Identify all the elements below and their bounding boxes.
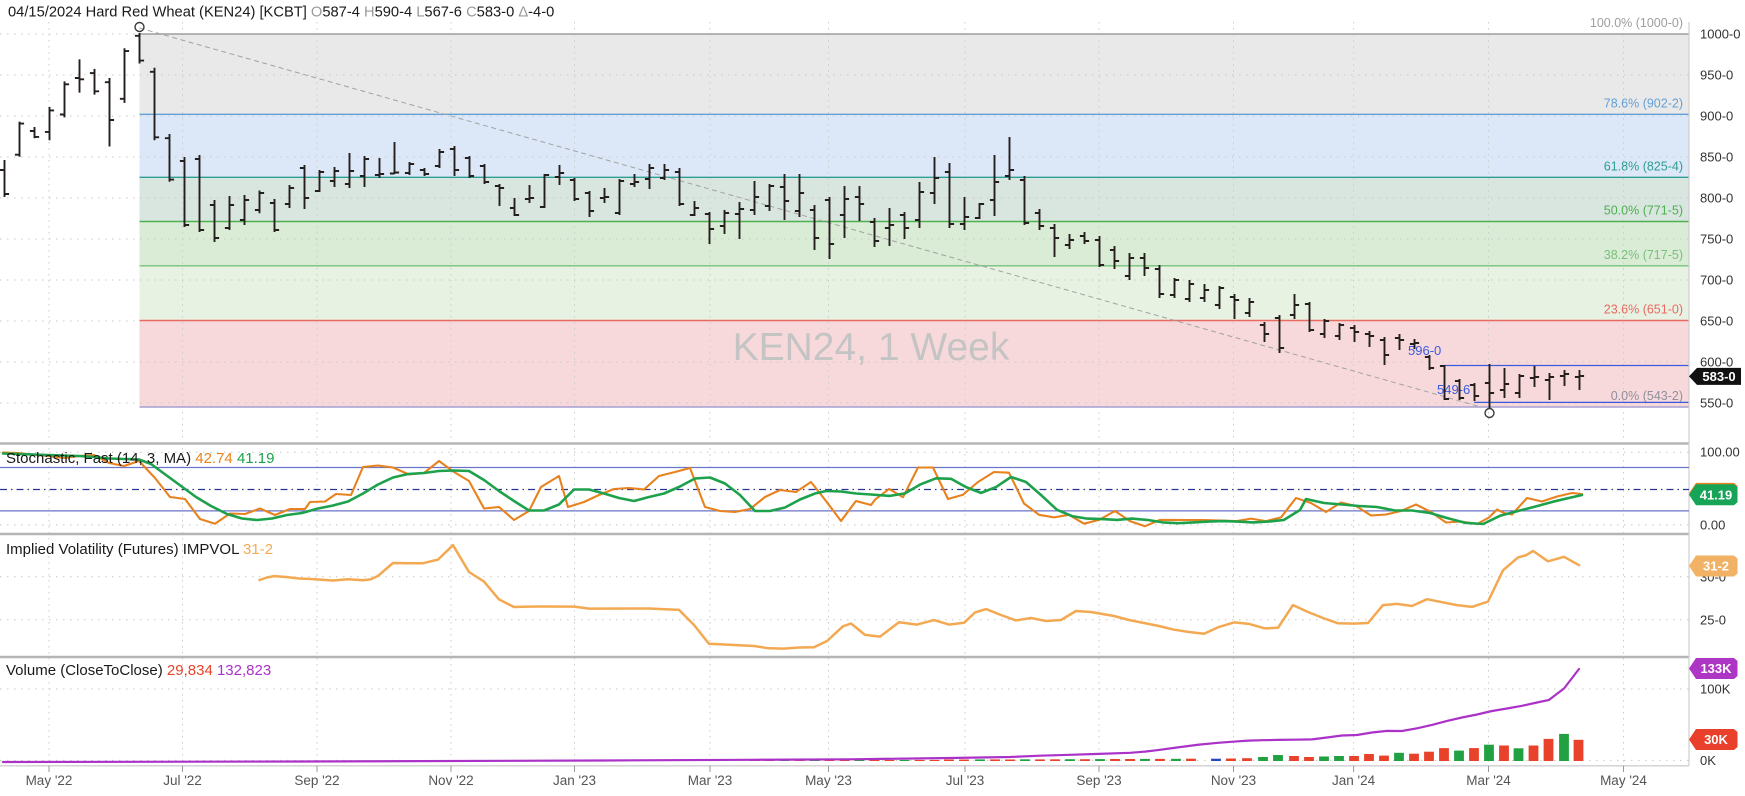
svg-text:600-0: 600-0 xyxy=(1700,355,1733,370)
svg-text:Jan '24: Jan '24 xyxy=(1332,773,1376,788)
svg-text:650-0: 650-0 xyxy=(1700,314,1733,329)
svg-text:596-0: 596-0 xyxy=(1408,343,1441,358)
svg-text:100.00: 100.00 xyxy=(1700,445,1740,460)
svg-text:Nov '22: Nov '22 xyxy=(428,773,473,788)
svg-text:583-0: 583-0 xyxy=(1702,369,1735,384)
svg-text:KEN24, 1 Week: KEN24, 1 Week xyxy=(733,326,1010,369)
svg-text:Volume (CloseToClose) 29,834: Volume (CloseToClose) 29,834 132,823 xyxy=(6,662,271,679)
svg-text:78.6% (902-2): 78.6% (902-2) xyxy=(1604,96,1683,110)
svg-text:0K: 0K xyxy=(1700,753,1716,768)
svg-text:23.6% (651-0): 23.6% (651-0) xyxy=(1604,303,1683,317)
svg-text:Jan '23: Jan '23 xyxy=(553,773,596,788)
svg-text:50.0% (771-5): 50.0% (771-5) xyxy=(1604,204,1683,218)
svg-text:May '24: May '24 xyxy=(1600,773,1647,788)
svg-text:04/15/2024 Hard Red Wheat (KEN: 04/15/2024 Hard Red Wheat (KEN24) [KCBT]… xyxy=(8,5,554,21)
svg-text:61.8% (825-4): 61.8% (825-4) xyxy=(1604,159,1683,173)
svg-text:Sep '23: Sep '23 xyxy=(1076,773,1121,788)
svg-text:800-0: 800-0 xyxy=(1700,191,1733,206)
svg-text:25-0: 25-0 xyxy=(1700,612,1726,627)
svg-text:38.2% (717-5): 38.2% (717-5) xyxy=(1604,248,1683,262)
svg-text:Mar '24: Mar '24 xyxy=(1466,773,1511,788)
svg-text:1000-0: 1000-0 xyxy=(1700,27,1740,42)
svg-text:Sep '22: Sep '22 xyxy=(294,773,339,788)
svg-text:0.0% (543-2): 0.0% (543-2) xyxy=(1611,389,1683,403)
svg-text:31-2: 31-2 xyxy=(1703,559,1729,574)
svg-text:549-6: 549-6 xyxy=(1437,382,1470,397)
svg-text:133K: 133K xyxy=(1700,661,1732,676)
svg-text:Nov '23: Nov '23 xyxy=(1211,773,1256,788)
svg-text:Jul '22: Jul '22 xyxy=(163,773,202,788)
svg-text:100.0% (1000-0): 100.0% (1000-0) xyxy=(1590,16,1683,30)
svg-text:Mar '23: Mar '23 xyxy=(688,773,733,788)
svg-text:950-0: 950-0 xyxy=(1700,68,1733,83)
svg-text:Implied Volatility (Futures) I: Implied Volatility (Futures) IMPVOL 31-2 xyxy=(6,541,273,558)
svg-text:May '22: May '22 xyxy=(26,773,73,788)
svg-text:May '23: May '23 xyxy=(805,773,852,788)
svg-text:700-0: 700-0 xyxy=(1700,273,1733,288)
svg-text:750-0: 750-0 xyxy=(1700,232,1733,247)
svg-text:30K: 30K xyxy=(1704,732,1728,747)
svg-text:Jul '23: Jul '23 xyxy=(946,773,985,788)
svg-text:100K: 100K xyxy=(1700,682,1731,697)
svg-text:41.19: 41.19 xyxy=(1700,487,1733,502)
svg-text:0.00: 0.00 xyxy=(1700,517,1725,532)
svg-text:550-0: 550-0 xyxy=(1700,396,1733,411)
svg-text:900-0: 900-0 xyxy=(1700,109,1733,124)
svg-text:Stochastic, Fast (14, 3, MA): Stochastic, Fast (14, 3, MA) 42.74 41.19 xyxy=(6,450,275,467)
svg-text:850-0: 850-0 xyxy=(1700,150,1733,165)
